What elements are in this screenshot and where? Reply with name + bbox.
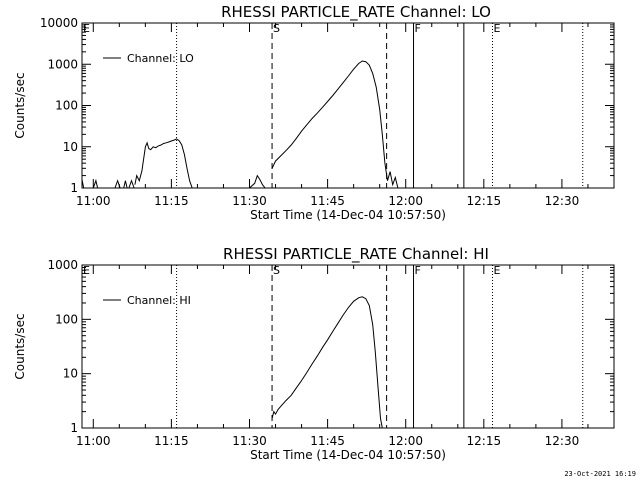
x-tick-label: 11:15	[154, 434, 189, 448]
x-tick-label: 12:15	[467, 434, 502, 448]
panel-2: RHESSI PARTICLE_RATE Channel: HI Counts/s…	[13, 245, 615, 462]
marker-label: S	[273, 22, 280, 35]
series-line	[114, 179, 121, 189]
y-tick-label: 100	[55, 312, 78, 326]
marker-label: E	[493, 264, 500, 277]
x-tick-label: 11:00	[76, 194, 111, 208]
marker-label: E	[493, 22, 500, 35]
y-axis-label: Counts/sec	[13, 313, 27, 379]
series-line	[271, 296, 383, 429]
panel-1: RHESSI PARTICLE_RATE Channel: LO Counts/s…	[13, 3, 615, 222]
y-tick-label: 10	[63, 140, 78, 154]
y-tick-label: 10000	[40, 16, 78, 30]
y-tick-label: 1	[70, 181, 78, 195]
x-tick-label: 11:30	[232, 194, 267, 208]
x-tick-label: 11:45	[310, 194, 345, 208]
x-tick-label: 12:00	[388, 434, 423, 448]
marker-label: S	[273, 264, 280, 277]
marker-label: F	[415, 22, 421, 35]
marker-label: F	[415, 264, 421, 277]
y-tick-label: 1000	[47, 57, 78, 71]
x-tick-label: 11:15	[154, 194, 189, 208]
x-tick-label: 12:15	[467, 194, 502, 208]
x-tick-label: 12:30	[545, 434, 580, 448]
legend-label: Channel: LO	[127, 52, 194, 65]
plot-frame	[81, 22, 615, 189]
x-axis-label: Start Time (14-Dec-04 10:57:50)	[250, 448, 446, 462]
y-axis-label: Counts/sec	[13, 72, 27, 138]
chart-title: RHESSI PARTICLE_RATE Channel: HI	[223, 245, 489, 264]
x-axis-label: Start Time (14-Dec-04 10:57:50)	[250, 208, 446, 222]
series-line	[128, 179, 135, 189]
legend-label: Channel: HI	[127, 294, 191, 307]
y-tick-label: 100	[55, 99, 78, 113]
series-line	[123, 180, 128, 189]
y-tick-label: 10	[63, 367, 78, 381]
x-tick-label: 11:45	[310, 434, 345, 448]
y-tick-label: 1000	[47, 258, 78, 272]
x-tick-label: 12:00	[388, 194, 423, 208]
chart-title: RHESSI PARTICLE_RATE Channel: LO	[221, 3, 491, 22]
marker-label: E	[83, 22, 90, 35]
series-line	[249, 174, 267, 189]
series-line	[134, 138, 194, 189]
series-line	[271, 60, 399, 189]
x-tick-label: 11:00	[76, 434, 111, 448]
x-tick-label: 11:30	[232, 434, 267, 448]
y-tick-label: 1	[70, 421, 78, 435]
footer-timestamp: 23-Oct-2021 16:19	[564, 470, 636, 478]
series-line	[81, 179, 86, 189]
plot-frame	[81, 264, 615, 429]
series-line	[92, 178, 99, 189]
x-tick-label: 12:30	[545, 194, 580, 208]
marker-label: E	[83, 264, 90, 277]
